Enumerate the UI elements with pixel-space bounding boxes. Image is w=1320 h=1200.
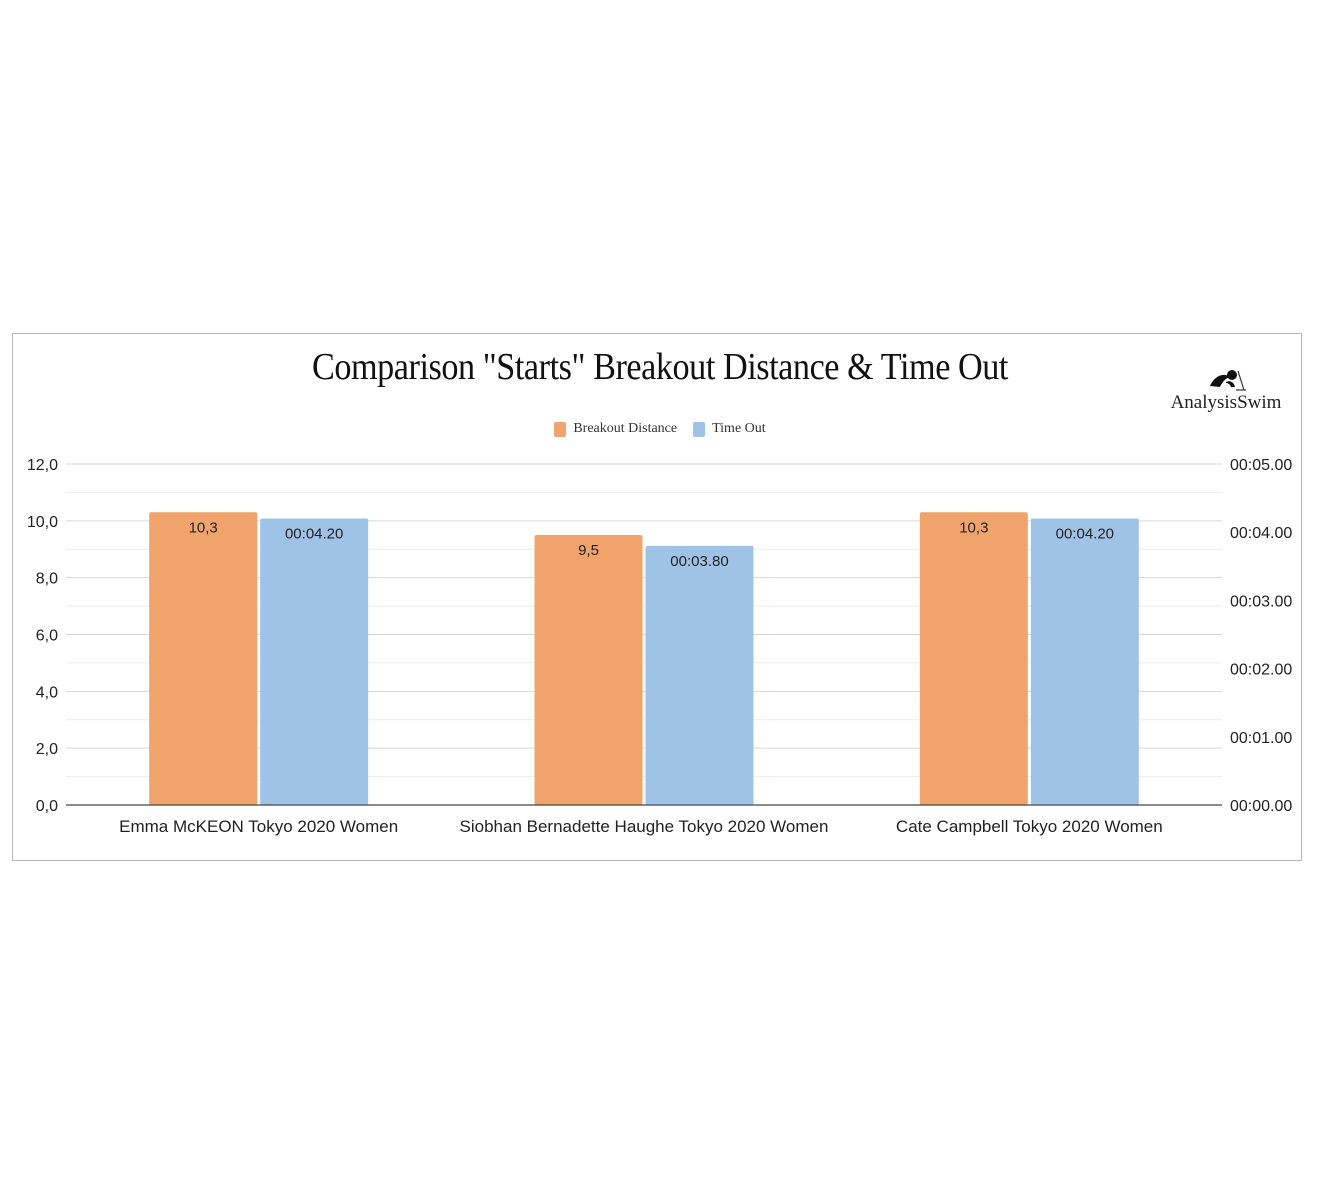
legend-label-time-out: Time Out: [712, 421, 766, 436]
legend-swatch-breakout-distance: [554, 421, 567, 437]
chart-frame: [12, 333, 1302, 861]
analysisswim-logo: AnalysisSwim: [1168, 368, 1284, 418]
legend-label-breakout-distance: Breakout Distance: [573, 421, 678, 436]
chart-title: Comparison "Starts" Breakout Distance & …: [311, 346, 1008, 388]
swimmer-icon: [1210, 370, 1246, 391]
legend-item-time-out: Time Out: [693, 421, 766, 437]
logo-text: AnalysisSwim: [1170, 392, 1282, 413]
legend-swatch-time-out: [693, 421, 706, 437]
legend-item-breakout-distance: Breakout Distance: [554, 421, 677, 437]
chart-legend: Breakout Distance Time Out: [0, 421, 1320, 437]
